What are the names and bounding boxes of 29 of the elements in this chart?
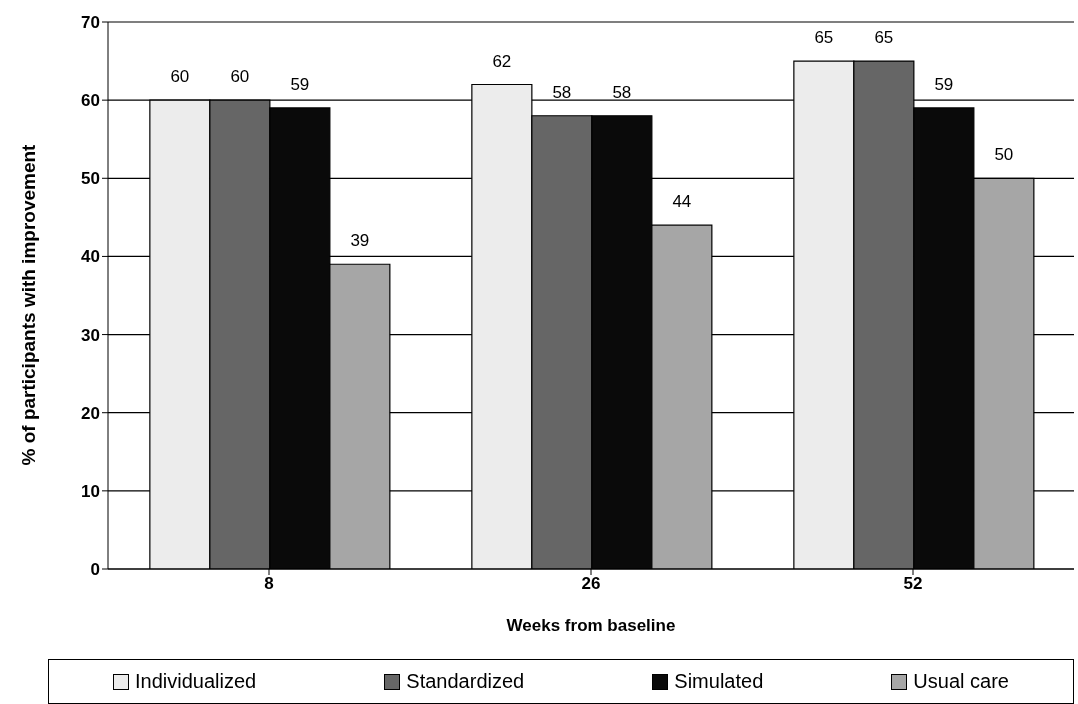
data-label: 50 (994, 145, 1014, 165)
data-label: 59 (934, 74, 954, 94)
legend-label: Standardized (405, 670, 525, 693)
y-tick-label: 60 (81, 91, 100, 111)
x-axis-title: Weeks from baseline (506, 616, 676, 635)
data-label: 65 (874, 28, 894, 48)
x-tick-label: 26 (581, 574, 601, 594)
y-tick-label: 30 (81, 325, 100, 345)
legend-label: Usual care (912, 670, 1009, 693)
legend-label: Individualized (134, 670, 257, 693)
data-label: 62 (492, 51, 512, 71)
y-tick-label: 0 (90, 560, 100, 580)
data-label: 59 (290, 74, 310, 94)
y-tick-label: 10 (81, 481, 100, 501)
y-tick-label: 40 (81, 247, 100, 267)
data-label: 65 (814, 28, 834, 48)
y-tick-label: 70 (81, 13, 100, 33)
data-label: 60 (230, 67, 250, 87)
data-label: 58 (612, 82, 632, 102)
data-label: 58 (552, 82, 572, 102)
y-tick-label: 50 (81, 169, 100, 189)
data-label: 44 (672, 192, 692, 212)
y-tick-label: 20 (81, 403, 100, 423)
x-tick-label: 52 (903, 574, 923, 594)
y-axis-title: % of participants with improvement (17, 143, 39, 466)
legend-label: Simulated (673, 670, 764, 693)
x-tick-label: 8 (264, 574, 274, 594)
data-label: 60 (170, 67, 190, 87)
data-label: 39 (350, 231, 370, 251)
